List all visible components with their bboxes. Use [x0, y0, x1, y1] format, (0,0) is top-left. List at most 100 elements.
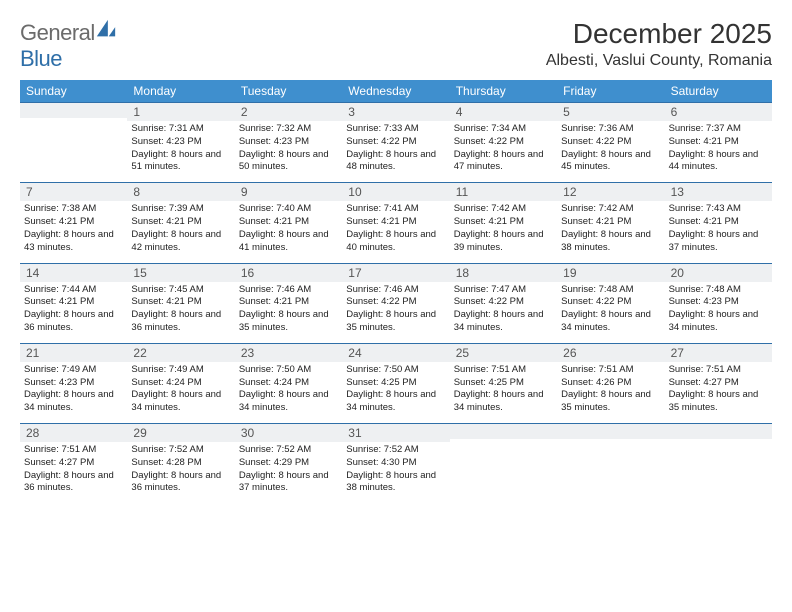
sunrise-line: Sunrise: 7:40 AM [239, 203, 338, 216]
daynum-wrap: 11 [450, 183, 557, 201]
sunrise-line: Sunrise: 7:48 AM [669, 284, 768, 297]
sunset-line: Sunset: 4:21 PM [239, 296, 338, 309]
daynum-wrap: 10 [342, 183, 449, 201]
daylight-line: Daylight: 8 hours and 44 minutes. [669, 149, 768, 175]
sunset-line: Sunset: 4:23 PM [24, 377, 123, 390]
daylight-line: Daylight: 8 hours and 42 minutes. [131, 229, 230, 255]
day-cell: 24Sunrise: 7:50 AMSunset: 4:25 PMDayligh… [342, 343, 449, 423]
day-cell: 25Sunrise: 7:51 AMSunset: 4:25 PMDayligh… [450, 343, 557, 423]
sunrise-line: Sunrise: 7:32 AM [239, 123, 338, 136]
day-cell: 30Sunrise: 7:52 AMSunset: 4:29 PMDayligh… [235, 423, 342, 503]
daylight-line: Daylight: 8 hours and 43 minutes. [24, 229, 123, 255]
sunset-line: Sunset: 4:21 PM [131, 296, 230, 309]
daylight-line: Daylight: 8 hours and 34 minutes. [24, 389, 123, 415]
daynum-wrap: 21 [20, 344, 127, 362]
dayhead: Saturday [665, 80, 772, 102]
daynum-wrap: 2 [235, 103, 342, 121]
empty-cell [450, 423, 557, 503]
sunrise-line: Sunrise: 7:37 AM [669, 123, 768, 136]
day-number: 13 [671, 185, 684, 199]
dayhead: Monday [127, 80, 234, 102]
day-cell: 9Sunrise: 7:40 AMSunset: 4:21 PMDaylight… [235, 182, 342, 262]
sunrise-line: Sunrise: 7:47 AM [454, 284, 553, 297]
daynum-wrap: 6 [665, 103, 772, 121]
daynum-wrap: 22 [127, 344, 234, 362]
sunrise-line: Sunrise: 7:43 AM [669, 203, 768, 216]
sunset-line: Sunset: 4:21 PM [131, 216, 230, 229]
daynum-wrap: 4 [450, 103, 557, 121]
sunset-line: Sunset: 4:24 PM [131, 377, 230, 390]
sunrise-line: Sunrise: 7:50 AM [239, 364, 338, 377]
dayhead: Tuesday [235, 80, 342, 102]
sunset-line: Sunset: 4:22 PM [346, 136, 445, 149]
sunset-line: Sunset: 4:21 PM [669, 216, 768, 229]
daylight-line: Daylight: 8 hours and 35 minutes. [561, 389, 660, 415]
title-block: December 2025 Albesti, Vaslui County, Ro… [546, 18, 772, 70]
day-cell: 14Sunrise: 7:44 AMSunset: 4:21 PMDayligh… [20, 263, 127, 343]
day-number: 17 [348, 266, 361, 280]
sunrise-line: Sunrise: 7:39 AM [131, 203, 230, 216]
header: GeneralBlue December 2025 Albesti, Vaslu… [20, 18, 772, 72]
day-cell: 2Sunrise: 7:32 AMSunset: 4:23 PMDaylight… [235, 102, 342, 182]
daylight-line: Daylight: 8 hours and 36 minutes. [131, 470, 230, 496]
sunrise-line: Sunrise: 7:48 AM [561, 284, 660, 297]
dayhead: Friday [557, 80, 664, 102]
day-cell: 29Sunrise: 7:52 AMSunset: 4:28 PMDayligh… [127, 423, 234, 503]
empty-cell [665, 423, 772, 503]
empty-cell [20, 102, 127, 182]
daylight-line: Daylight: 8 hours and 41 minutes. [239, 229, 338, 255]
sunrise-line: Sunrise: 7:51 AM [454, 364, 553, 377]
day-number: 6 [671, 105, 678, 119]
sunset-line: Sunset: 4:27 PM [24, 457, 123, 470]
daylight-line: Daylight: 8 hours and 50 minutes. [239, 149, 338, 175]
day-cell: 10Sunrise: 7:41 AMSunset: 4:21 PMDayligh… [342, 182, 449, 262]
logo-sail-icon [95, 20, 117, 45]
sunset-line: Sunset: 4:21 PM [346, 216, 445, 229]
daynum-wrap: 16 [235, 264, 342, 282]
sunset-line: Sunset: 4:23 PM [131, 136, 230, 149]
day-number: 21 [26, 346, 39, 360]
day-number: 1 [133, 105, 140, 119]
location: Albesti, Vaslui County, Romania [546, 52, 772, 70]
daylight-line: Daylight: 8 hours and 38 minutes. [346, 470, 445, 496]
day-cell: 6 Sunrise: 7:37 AMSunset: 4:21 PMDaylight… [665, 102, 772, 182]
daynum-wrap: 14 [20, 264, 127, 282]
day-cell: 31 Sunrise: 7:52 AMSunset: 4:30 PMDayligh… [342, 423, 449, 503]
day-cell: 21Sunrise: 7:49 AMSunset: 4:23 PMDayligh… [20, 343, 127, 423]
sunrise-line: Sunrise: 7:46 AM [239, 284, 338, 297]
sunrise-line: Sunrise: 7:41 AM [346, 203, 445, 216]
day-number: 12 [563, 185, 576, 199]
sunrise-line: Sunrise: 7:51 AM [669, 364, 768, 377]
daynum-wrap: 31 [342, 424, 449, 442]
day-number: 29 [133, 426, 146, 440]
sunrise-line: Sunrise: 7:51 AM [24, 444, 123, 457]
daynum-wrap: 15 [127, 264, 234, 282]
daynum-wrap: 27 [665, 344, 772, 362]
sunrise-line: Sunrise: 7:52 AM [239, 444, 338, 457]
day-number: 8 [133, 185, 140, 199]
sunset-line: Sunset: 4:22 PM [561, 296, 660, 309]
daylight-line: Daylight: 8 hours and 47 minutes. [454, 149, 553, 175]
sunset-line: Sunset: 4:21 PM [669, 136, 768, 149]
sunrise-line: Sunrise: 7:52 AM [131, 444, 230, 457]
day-number: 22 [133, 346, 146, 360]
sunrise-line: Sunrise: 7:52 AM [346, 444, 445, 457]
sunset-line: Sunset: 4:30 PM [346, 457, 445, 470]
sunrise-line: Sunrise: 7:36 AM [561, 123, 660, 136]
daynum-wrap: 7 [20, 183, 127, 201]
day-cell: 5Sunrise: 7:36 AMSunset: 4:22 PMDaylight… [557, 102, 664, 182]
sunset-line: Sunset: 4:25 PM [346, 377, 445, 390]
day-number: 24 [348, 346, 361, 360]
daylight-line: Daylight: 8 hours and 37 minutes. [239, 470, 338, 496]
day-number: 2 [241, 105, 248, 119]
day-number: 23 [241, 346, 254, 360]
day-number: 19 [563, 266, 576, 280]
daynum-wrap: 23 [235, 344, 342, 362]
day-number: 10 [348, 185, 361, 199]
daylight-line: Daylight: 8 hours and 34 minutes. [454, 389, 553, 415]
day-cell: 12Sunrise: 7:42 AMSunset: 4:21 PMDayligh… [557, 182, 664, 262]
sunrise-line: Sunrise: 7:33 AM [346, 123, 445, 136]
daylight-line: Daylight: 8 hours and 34 minutes. [239, 389, 338, 415]
sunset-line: Sunset: 4:29 PM [239, 457, 338, 470]
sunrise-line: Sunrise: 7:49 AM [131, 364, 230, 377]
